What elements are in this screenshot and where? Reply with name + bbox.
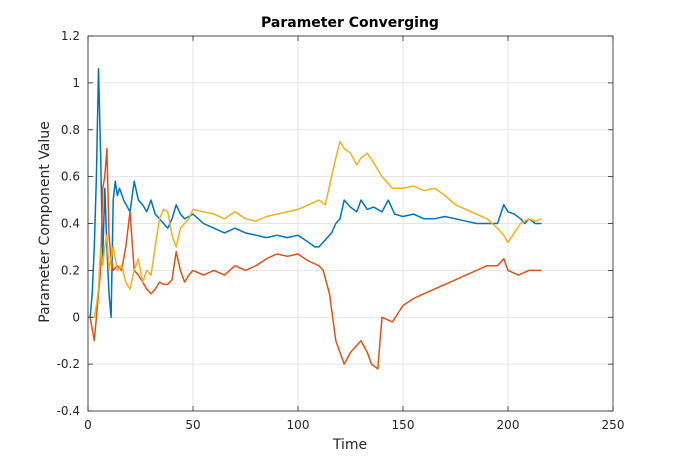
x-tick-label: 200 bbox=[497, 418, 520, 432]
x-tick-labels: 0 50 100 150 200 250 bbox=[84, 418, 624, 432]
y-tick-label: 0.4 bbox=[61, 217, 80, 231]
y-tick-label: 0.8 bbox=[61, 123, 80, 137]
y-tick-label: 1.2 bbox=[61, 29, 80, 43]
series-blue-line bbox=[89, 68, 542, 319]
x-tick-label: 50 bbox=[185, 418, 200, 432]
tick-marks bbox=[87, 35, 614, 412]
y-tick-label: -0.2 bbox=[57, 357, 80, 371]
y-tick-label: -0.4 bbox=[57, 404, 80, 418]
y-tick-label: 0.6 bbox=[61, 170, 80, 184]
x-tick-label: 150 bbox=[392, 418, 415, 432]
y-tick-labels: -0.4 -0.2 0 0.2 0.4 0.6 0.8 1 1.2 bbox=[57, 29, 80, 418]
x-tick-label: 250 bbox=[602, 418, 625, 432]
x-tick-label: 0 bbox=[84, 418, 92, 432]
x-tick-label: 100 bbox=[287, 418, 310, 432]
y-tick-label: 1 bbox=[72, 76, 80, 90]
series-layer bbox=[89, 68, 542, 370]
chart-title: Parameter Converging bbox=[261, 15, 439, 31]
y-axis-label: Parameter Component Value bbox=[37, 121, 53, 322]
y-tick-label: 0.2 bbox=[61, 263, 80, 277]
y-tick-label: 0 bbox=[72, 310, 80, 324]
series-yellow-line bbox=[90, 140, 542, 319]
x-axis-label: Time bbox=[332, 437, 367, 453]
